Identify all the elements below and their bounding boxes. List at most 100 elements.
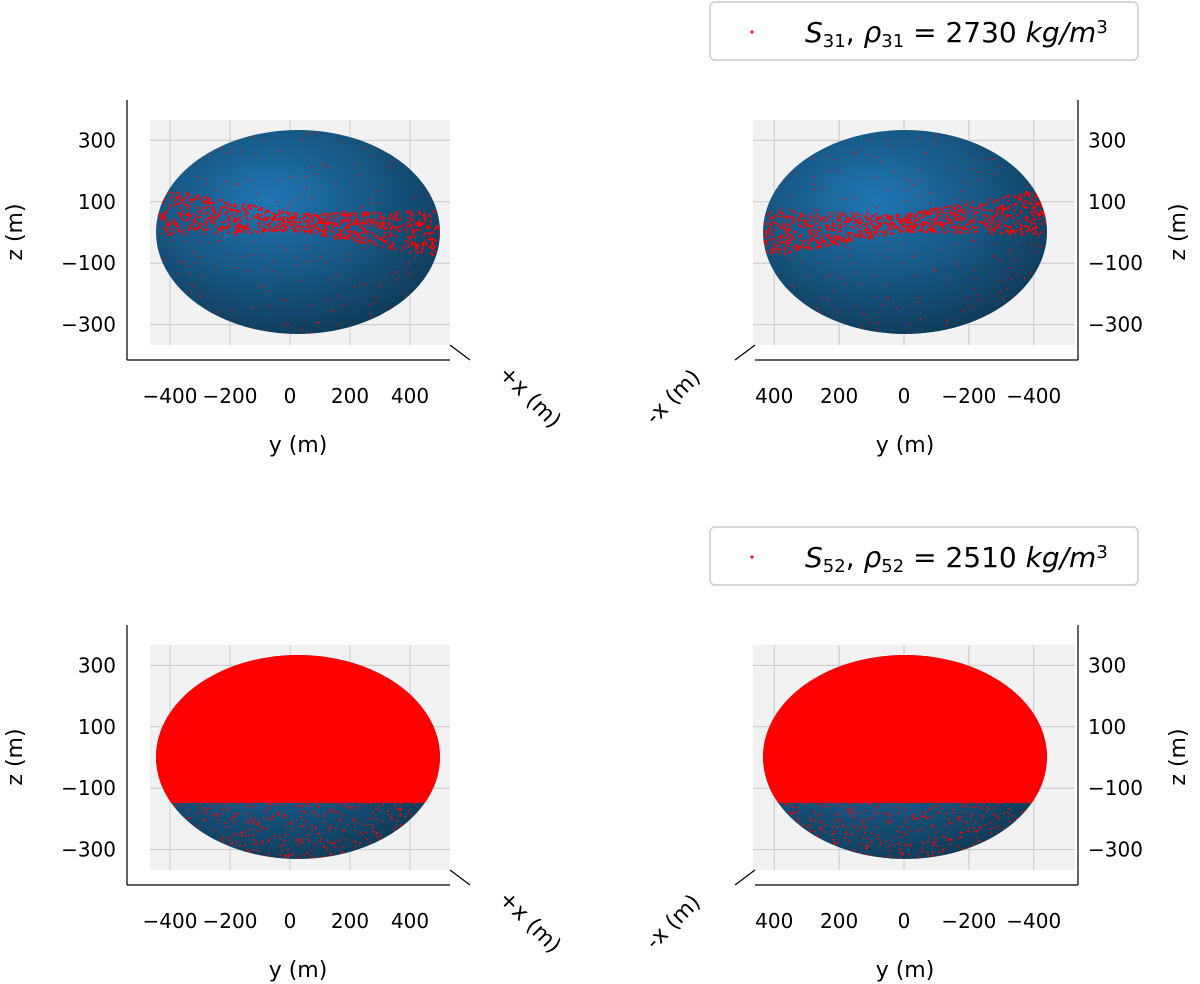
particle xyxy=(851,226,853,228)
particle xyxy=(899,857,901,859)
particle xyxy=(890,806,893,809)
particle xyxy=(808,824,810,826)
particle xyxy=(337,323,339,325)
particle xyxy=(284,854,286,857)
particle-cloud xyxy=(156,130,440,334)
particle xyxy=(913,228,916,231)
particle xyxy=(381,246,384,249)
x-tick-label: 0 xyxy=(898,384,911,408)
particle xyxy=(270,804,273,806)
particle xyxy=(433,211,436,213)
particle xyxy=(897,220,900,222)
particle xyxy=(852,815,855,818)
particle xyxy=(276,223,279,226)
particle xyxy=(804,802,807,804)
particle xyxy=(252,849,254,852)
particle xyxy=(787,230,790,233)
particle xyxy=(874,226,877,229)
particle xyxy=(1009,278,1012,280)
particle xyxy=(839,818,842,821)
particle xyxy=(971,167,973,170)
particle xyxy=(297,257,299,259)
particle xyxy=(1030,272,1032,275)
particle xyxy=(797,821,799,823)
particle xyxy=(770,225,773,227)
particle xyxy=(343,233,346,236)
particle xyxy=(188,273,190,275)
particle xyxy=(177,228,180,231)
particle xyxy=(306,219,309,222)
particle xyxy=(787,215,790,218)
particle xyxy=(259,286,262,288)
particle xyxy=(921,223,924,226)
particle xyxy=(289,212,292,215)
particle xyxy=(354,214,357,217)
particle xyxy=(226,809,228,812)
particle xyxy=(1044,220,1047,223)
particle xyxy=(775,214,778,217)
depth-axis-label: +x (m) xyxy=(494,886,566,958)
particle xyxy=(846,833,848,836)
particle xyxy=(394,248,397,251)
particle xyxy=(371,824,373,826)
particle xyxy=(408,251,411,254)
particle xyxy=(186,196,189,199)
particle xyxy=(203,201,206,204)
particle xyxy=(237,834,239,836)
particle xyxy=(258,221,261,224)
particle xyxy=(894,170,896,172)
legend-part: S xyxy=(805,541,823,574)
particle xyxy=(315,827,317,830)
particle xyxy=(278,811,280,814)
particle xyxy=(1001,207,1004,210)
particle xyxy=(993,801,996,804)
asteroid-body xyxy=(763,130,1047,334)
particle xyxy=(233,232,236,235)
y-tick-label: −300 xyxy=(1088,838,1143,862)
particle xyxy=(364,213,367,216)
particle xyxy=(1007,199,1010,202)
particle xyxy=(177,192,180,195)
particle xyxy=(993,223,996,225)
particle xyxy=(201,241,203,244)
particle xyxy=(791,801,794,804)
particle xyxy=(329,808,331,810)
particle xyxy=(973,269,976,271)
particle xyxy=(814,239,817,242)
particle xyxy=(874,231,877,234)
particle xyxy=(893,836,896,839)
particle xyxy=(882,218,885,221)
particle xyxy=(286,217,289,219)
particle xyxy=(288,223,291,226)
particle xyxy=(1002,214,1005,216)
particle xyxy=(833,841,836,844)
particle xyxy=(917,219,920,222)
particle xyxy=(207,217,210,220)
particle xyxy=(874,275,876,278)
particle xyxy=(923,210,926,213)
particle xyxy=(795,244,797,247)
particle xyxy=(215,216,218,219)
particle xyxy=(977,840,980,842)
particle xyxy=(364,220,367,223)
particle xyxy=(904,809,907,811)
particle xyxy=(338,811,340,814)
particle xyxy=(885,222,888,225)
particle xyxy=(433,245,436,248)
particle xyxy=(1017,196,1020,199)
particle xyxy=(777,248,780,250)
particle xyxy=(274,230,277,233)
particle xyxy=(833,236,836,239)
particle xyxy=(272,218,275,221)
particle xyxy=(226,227,228,230)
particle xyxy=(274,270,276,272)
particle xyxy=(213,215,216,218)
particle xyxy=(930,824,933,826)
depth-axis-line xyxy=(449,344,471,361)
particle xyxy=(211,807,213,809)
particle xyxy=(991,228,994,230)
particle xyxy=(925,221,927,224)
particle xyxy=(902,225,905,228)
particle xyxy=(770,249,773,251)
